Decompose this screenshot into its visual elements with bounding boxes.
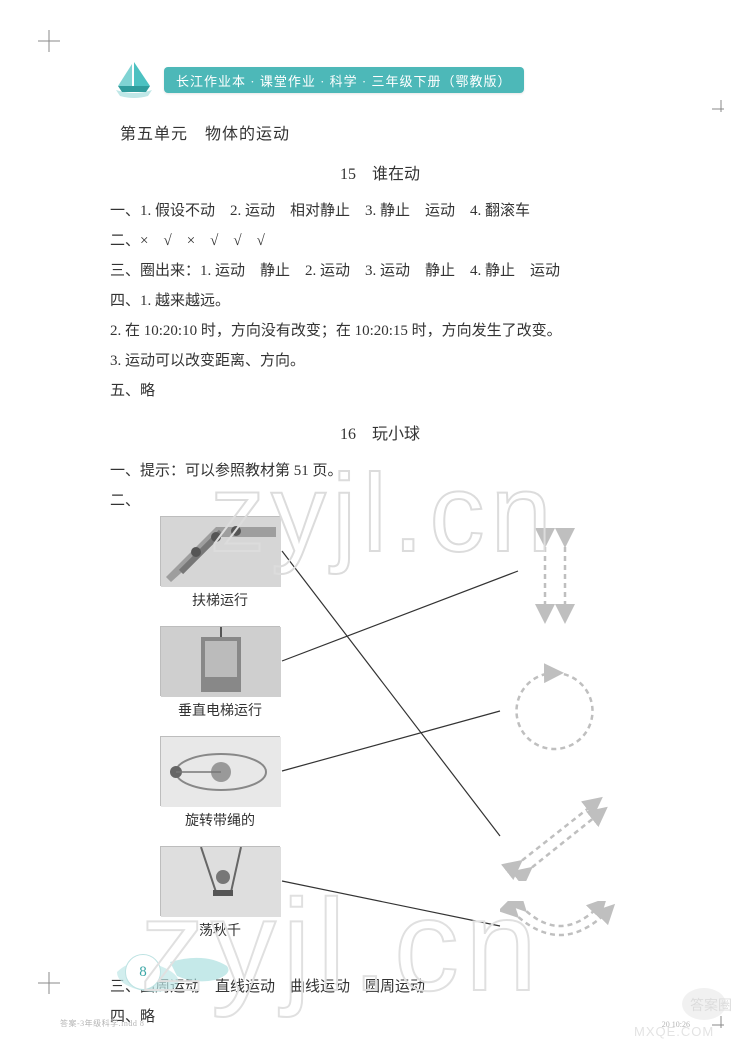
- header-banner: 长江作业本 · 课堂作业 · 科学 · 三年级下册（鄂教版）: [164, 67, 524, 93]
- q3: 三、圈出来：1. 运动 静止 2. 运动 3. 运动 静止 4. 静止 运动: [110, 256, 650, 286]
- thumb-swing: [160, 846, 280, 916]
- watermark-logo: 答案圈 MXQE.COM: [622, 986, 732, 1042]
- page-number-badge: 8: [115, 950, 235, 994]
- shape-circle: [500, 661, 610, 761]
- l16-q4: 四、略: [110, 1002, 650, 1032]
- shape-diagonal: [500, 791, 610, 881]
- thumb-elevator: [160, 626, 280, 696]
- matching-diagram: 扶梯运行 垂直电梯运行 旋转带绳的: [140, 516, 620, 966]
- q2: 二、× √ × √ √ √: [110, 226, 650, 256]
- footer-right: 20 10:26: [662, 1020, 690, 1029]
- thumb-rope-label: 旋转带绳的: [150, 808, 290, 836]
- q4c: 3. 运动可以改变距离、方向。: [110, 346, 650, 376]
- q4b: 2. 在 10:20:10 时，方向没有改变；在 10:20:15 时，方向发生…: [110, 316, 650, 346]
- l16-q2-prefix: 二、: [110, 486, 650, 516]
- thumb-escalator-label: 扶梯运行: [150, 588, 290, 616]
- shape-arc: [500, 901, 620, 961]
- unit-title: 第五单元 物体的运动: [120, 120, 650, 144]
- l16-q1: 一、提示：可以参照教材第 51 页。: [110, 456, 650, 486]
- shape-vertical-line: [520, 526, 590, 626]
- thumb-swing-label: 荡秋千: [150, 918, 290, 946]
- lesson-15-content: 一、1. 假设不动 2. 运动 相对静止 3. 静止 运动 4. 翻滚车 二、×…: [110, 196, 650, 406]
- lesson-15-title: 15 谁在动: [110, 160, 650, 184]
- page-header: 长江作业本 · 课堂作业 · 科学 · 三年级下册（鄂教版）: [110, 60, 650, 100]
- header-banner-text: 长江作业本 · 课堂作业 · 科学 · 三年级下册（鄂教版）: [176, 71, 512, 90]
- sailboat-icon: [110, 60, 158, 100]
- wm-logo-top: 答案圈: [690, 997, 732, 1014]
- page-number: 8: [125, 954, 161, 990]
- footer-left: 答案-3年级科学.indd 8: [60, 1018, 144, 1029]
- q5: 五、略: [110, 376, 650, 406]
- thumb-elevator-label: 垂直电梯运行: [150, 698, 290, 726]
- page-content: 长江作业本 · 课堂作业 · 科学 · 三年级下册（鄂教版） 第五单元 物体的运…: [0, 0, 750, 1062]
- thumb-escalator: [160, 516, 280, 586]
- thumb-rope-ball: [160, 736, 280, 806]
- lesson-16-content: 一、提示：可以参照教材第 51 页。 二、 扶梯运行 垂直电梯运行: [110, 456, 650, 1032]
- q4a: 四、1. 越来越远。: [110, 286, 650, 316]
- q1: 一、1. 假设不动 2. 运动 相对静止 3. 静止 运动 4. 翻滚车: [110, 196, 650, 226]
- lesson-16-title: 16 玩小球: [110, 420, 650, 444]
